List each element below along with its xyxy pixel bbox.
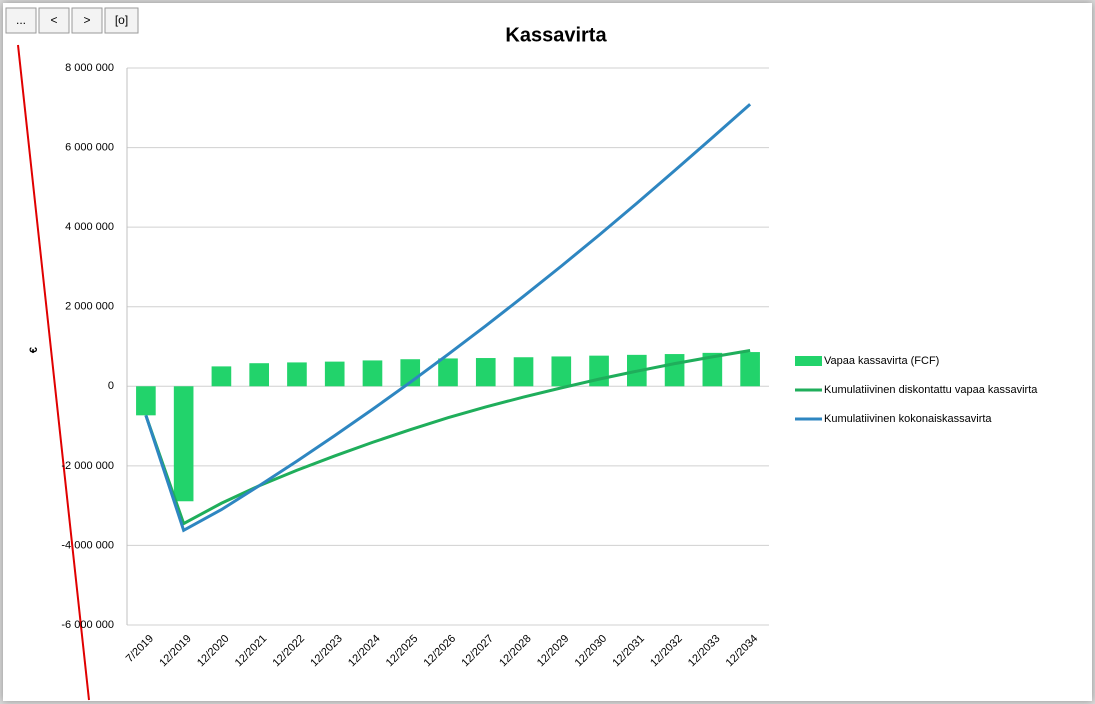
chart-title: Kassavirta xyxy=(505,24,607,46)
bar xyxy=(324,361,345,387)
y-tick-label: -6 000 000 xyxy=(61,619,114,631)
annotation-line xyxy=(17,44,90,701)
bar xyxy=(438,358,458,387)
bar xyxy=(702,352,723,387)
panel xyxy=(3,3,1092,701)
bar xyxy=(513,357,534,387)
legend-swatch xyxy=(795,356,822,366)
bar xyxy=(173,386,194,502)
bar xyxy=(475,358,496,387)
toolbar-button-label[interactable]: < xyxy=(50,13,57,27)
y-axis-label: € xyxy=(28,347,40,353)
legend-label: Kumulatiivinen kokonaiskassavirta xyxy=(824,413,992,425)
bar xyxy=(740,352,760,387)
y-tick-label: 2 000 000 xyxy=(65,301,114,313)
toolbar-button-label[interactable]: [o] xyxy=(115,13,128,27)
bar xyxy=(136,386,156,416)
toolbar-button[interactable] xyxy=(5,7,37,34)
bar xyxy=(551,356,572,387)
line xyxy=(144,348,751,526)
y-tick-label: -2 000 000 xyxy=(61,460,114,472)
y-tick-label: -4 000 000 xyxy=(61,539,114,551)
y-tick-label: 4 000 000 xyxy=(65,221,114,233)
bar xyxy=(211,366,232,387)
toolbar-button-label[interactable]: > xyxy=(83,13,90,27)
toolbar-button[interactable] xyxy=(104,7,139,34)
toolbar: ... < > [o] xyxy=(5,7,139,34)
toolbar-button-label[interactable]: ... xyxy=(16,13,26,27)
y-tick-label: 8 000 000 xyxy=(65,62,114,74)
bar xyxy=(664,354,685,387)
bar xyxy=(249,363,269,387)
y-tick-label: 0 xyxy=(108,380,114,392)
y-tick-label: 6 000 000 xyxy=(65,141,114,153)
toolbar-button[interactable] xyxy=(71,7,103,34)
line xyxy=(144,103,752,533)
legend-label: Kumulatiivinen diskontattu vapaa kassavi… xyxy=(824,384,1038,396)
bar xyxy=(287,362,307,387)
legend-label: Vapaa kassavirta (FCF) xyxy=(824,355,939,367)
toolbar-button[interactable] xyxy=(38,7,70,34)
bar xyxy=(362,360,383,387)
